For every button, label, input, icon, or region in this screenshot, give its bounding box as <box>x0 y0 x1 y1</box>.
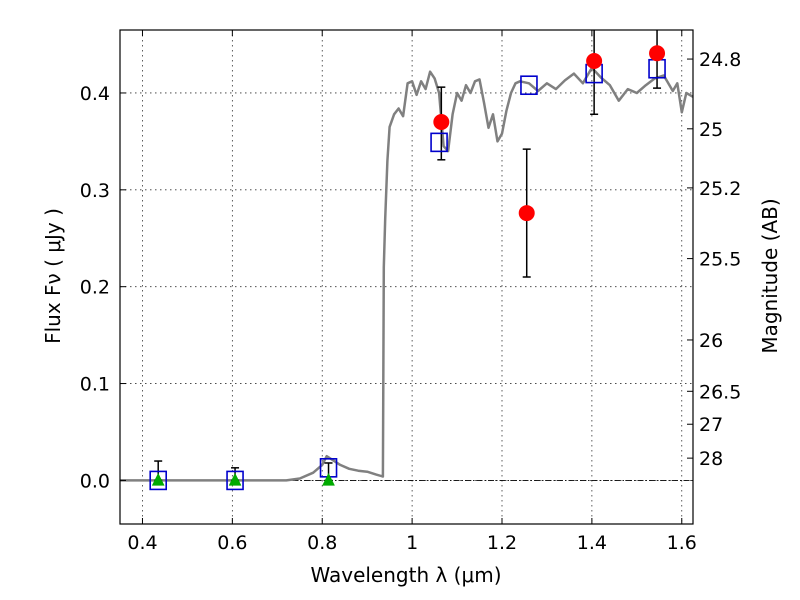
model-spectrum-line <box>120 66 693 482</box>
observed-flux-point <box>586 52 603 69</box>
mag-tick-label: 27 <box>699 414 723 436</box>
y-tick-label: 0.0 <box>80 470 110 492</box>
grid-layer <box>120 30 693 524</box>
mag-tick-label: 28 <box>699 448 723 470</box>
mag-tick-label: 25.5 <box>699 249 741 271</box>
x-tick-label: 0.8 <box>307 532 337 554</box>
synthetic-flux-square <box>430 132 448 153</box>
y-tick-label: 0.2 <box>80 277 110 299</box>
observed-flux-point <box>649 45 666 62</box>
tick-layer: 0.4 0.6 0.8 1 1.2 1.4 1.6 0.0 0.1 0.2 0.3 0.4 24.8 25… <box>80 30 741 554</box>
y-tick-label: 0.3 <box>80 180 110 202</box>
plot-frame <box>119 29 694 525</box>
x-axis-label: Wavelength λ (μm) <box>310 563 501 587</box>
observed-flux-point <box>433 114 450 131</box>
observed-flux-point <box>518 205 535 222</box>
x-tick-label: 0.6 <box>217 532 247 554</box>
synthetic-flux-square <box>520 75 538 96</box>
upper-limit-triangle <box>228 472 242 486</box>
synthetic-flux-square <box>226 470 244 491</box>
mag-tick-label: 26.5 <box>699 381 741 403</box>
x-tick-label: 1 <box>406 532 418 554</box>
x-tick-label: 1.4 <box>577 532 607 554</box>
upper-limit-triangle <box>151 472 165 486</box>
y2-axis-label: Magnitude (AB) <box>758 198 782 353</box>
synthetic-flux-square <box>149 470 167 491</box>
x-tick-label: 1.2 <box>487 532 517 554</box>
error-bar-layer <box>154 30 662 482</box>
upper-limit-triangle <box>322 472 335 486</box>
y-axis-label: Flux Fν ( μJy ) <box>41 208 65 344</box>
y-tick-label: 0.4 <box>80 83 110 105</box>
mag-tick-label: 26 <box>699 330 723 352</box>
y-tick-label: 0.1 <box>80 374 110 396</box>
mag-tick-label: 24.8 <box>699 49 741 71</box>
x-tick-label: 0.4 <box>127 532 157 554</box>
mark-layer <box>149 45 666 491</box>
mag-tick-label: 25 <box>699 119 723 141</box>
mag-tick-label: 25.2 <box>699 178 741 200</box>
x-tick-label: 1.6 <box>667 532 697 554</box>
